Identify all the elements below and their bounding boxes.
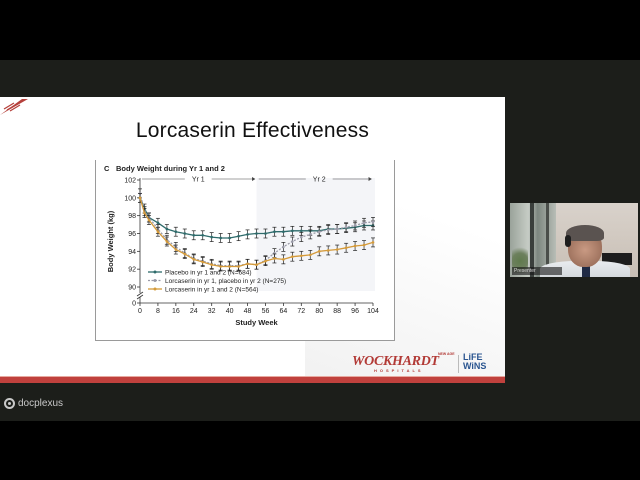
svg-text:Body Weight (kg): Body Weight (kg)	[106, 210, 115, 272]
svg-text:Yr 2: Yr 2	[313, 177, 326, 184]
docplexus-logo-icon	[4, 398, 15, 409]
lifewins-line1: LiFE	[463, 352, 483, 362]
presentation-slide: Lorcaserin Effectiveness C Body Weight du…	[0, 97, 505, 383]
docplexus-watermark: docplexus	[4, 398, 63, 409]
svg-text:94: 94	[128, 249, 136, 256]
svg-text:Body Weight during Yr 1 and 2: Body Weight during Yr 1 and 2	[116, 164, 225, 173]
wockhardt-tagline: NEW AGE	[438, 352, 455, 356]
svg-text:Yr 1: Yr 1	[192, 177, 205, 184]
participant-video-tile[interactable]: Presenter	[510, 203, 638, 277]
lifewins-logo: LiFE WiNS	[463, 353, 486, 371]
video-person-tie	[582, 265, 590, 277]
svg-text:Study Week: Study Week	[235, 318, 278, 327]
body-weight-chart: C Body Weight during Yr 1 and 2 0 90 92 94 96 9…	[95, 160, 395, 341]
svg-text:80: 80	[315, 308, 323, 315]
svg-text:0: 0	[132, 301, 136, 308]
svg-text:100: 100	[124, 195, 136, 202]
svg-text:96: 96	[128, 231, 136, 238]
slide-bottom-stripe	[0, 376, 505, 383]
participant-name-label: Presenter	[512, 267, 562, 275]
svg-text:8: 8	[156, 308, 160, 315]
svg-text:98: 98	[128, 213, 136, 220]
svg-text:40: 40	[226, 308, 234, 315]
corner-brand-mark-icon	[0, 99, 28, 115]
svg-text:92: 92	[128, 267, 136, 274]
svg-text:90: 90	[128, 285, 136, 292]
svg-text:24: 24	[190, 308, 198, 315]
chart-svg: C Body Weight during Yr 1 and 2 0 90 92 94 96 9…	[104, 164, 379, 327]
svg-text:96: 96	[351, 308, 359, 315]
svg-text:104: 104	[367, 308, 379, 315]
slide-title: Lorcaserin Effectiveness	[135, 119, 370, 142]
wockhardt-subtitle: HOSPITALS	[374, 368, 424, 373]
video-window-frame	[530, 203, 534, 277]
svg-text:56: 56	[262, 308, 270, 315]
svg-text:0: 0	[138, 308, 142, 315]
svg-text:102: 102	[124, 178, 136, 185]
lifewins-line2: WiNS	[463, 361, 487, 371]
svg-text:Lorcaserin in yr 1, placebo in: Lorcaserin in yr 1, placebo in yr 2 (N=2…	[165, 278, 286, 285]
brand-divider	[458, 355, 459, 373]
headset-icon	[565, 235, 571, 247]
svg-text:Placebo in yr 1 and 2 (N=684): Placebo in yr 1 and 2 (N=684)	[165, 269, 252, 276]
video-plant	[512, 243, 528, 273]
video-window-frame	[546, 203, 549, 277]
watermark-text: docplexus	[18, 398, 64, 409]
brand-logos: NEW AGE WOCKHARDT HOSPITALS LiFE WiNS	[352, 352, 492, 375]
svg-text:16: 16	[172, 308, 180, 315]
svg-text:C: C	[104, 164, 110, 173]
svg-text:88: 88	[333, 308, 341, 315]
svg-text:32: 32	[208, 308, 216, 315]
svg-text:Lorcaserin in yr 1 and 2 (N=56: Lorcaserin in yr 1 and 2 (N=564)	[165, 286, 258, 293]
svg-text:48: 48	[244, 308, 252, 315]
video-person-hair	[566, 225, 604, 241]
svg-text:64: 64	[279, 308, 287, 315]
svg-text:72: 72	[297, 308, 305, 315]
wockhardt-logo: WOCKHARDT	[352, 354, 439, 369]
